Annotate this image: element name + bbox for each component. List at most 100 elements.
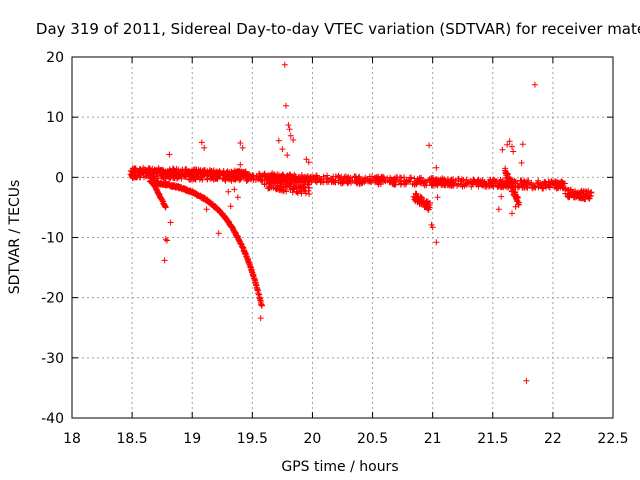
data-point bbox=[504, 171, 511, 178]
data-point bbox=[473, 181, 480, 187]
outlier-point bbox=[227, 203, 234, 210]
data-point bbox=[411, 180, 418, 187]
data-point bbox=[294, 190, 301, 197]
data-points bbox=[127, 61, 595, 384]
outlier-point bbox=[279, 146, 286, 153]
outlier-point bbox=[161, 257, 168, 264]
data-point bbox=[301, 187, 308, 194]
outlier-point bbox=[504, 141, 511, 148]
data-point bbox=[545, 183, 552, 190]
data-point bbox=[401, 181, 408, 188]
y-tick-label: 20 bbox=[46, 50, 64, 66]
outlier-point bbox=[287, 132, 294, 139]
data-point bbox=[259, 302, 265, 309]
data-point bbox=[199, 167, 206, 174]
axis-ticks: 18 18.5 19 19.5 20 20.5 21 21.5 22 22.5 -40 -30 -20 -… bbox=[41, 50, 628, 447]
data-point bbox=[509, 184, 516, 191]
data-point bbox=[555, 179, 562, 186]
y-tick-label: -10 bbox=[41, 231, 64, 247]
data-point bbox=[265, 172, 272, 179]
data-point bbox=[306, 191, 313, 197]
outlier-point bbox=[225, 188, 232, 195]
data-point bbox=[172, 171, 179, 178]
outlier-point bbox=[506, 138, 513, 145]
data-point bbox=[498, 182, 505, 189]
data-point bbox=[444, 176, 451, 183]
outlier-point bbox=[531, 81, 538, 88]
outlier-point bbox=[237, 140, 244, 146]
data-point bbox=[206, 170, 213, 177]
outlier-point bbox=[434, 194, 441, 201]
data-point bbox=[229, 171, 236, 178]
data-point bbox=[201, 171, 208, 178]
chart-title: Day 319 of 2011, Sidereal Day-to-day VTE… bbox=[36, 20, 640, 38]
data-point bbox=[428, 182, 435, 189]
data-point bbox=[277, 174, 283, 181]
data-point bbox=[423, 202, 430, 209]
data-point bbox=[522, 181, 528, 188]
data-point bbox=[332, 173, 339, 180]
data-point bbox=[462, 180, 469, 187]
outlier-point bbox=[290, 137, 297, 143]
data-point bbox=[542, 179, 549, 186]
data-point bbox=[416, 198, 423, 205]
data-point bbox=[463, 176, 470, 183]
data-point bbox=[247, 172, 254, 179]
data-point bbox=[336, 174, 343, 181]
data-point bbox=[415, 178, 422, 185]
x-tick-label: 19.5 bbox=[237, 431, 268, 447]
outlier-point bbox=[305, 159, 312, 166]
data-point bbox=[416, 175, 423, 182]
outlier-point bbox=[257, 315, 264, 322]
data-point bbox=[279, 183, 286, 190]
data-point bbox=[502, 167, 508, 174]
data-point bbox=[455, 176, 462, 182]
data-point bbox=[425, 206, 432, 213]
data-point bbox=[186, 176, 193, 183]
data-point bbox=[320, 179, 327, 186]
data-point bbox=[564, 193, 571, 200]
outlier-point bbox=[518, 159, 525, 166]
outlier-point bbox=[239, 144, 246, 151]
data-point bbox=[568, 192, 575, 199]
data-point bbox=[417, 179, 424, 185]
data-point bbox=[379, 178, 386, 185]
data-point bbox=[320, 173, 327, 180]
data-point bbox=[209, 171, 215, 178]
data-point bbox=[136, 166, 143, 172]
data-point bbox=[263, 180, 270, 187]
y-tick-label: -20 bbox=[41, 291, 64, 307]
x-tick-label: 18.5 bbox=[117, 431, 148, 447]
data-point bbox=[565, 187, 572, 194]
data-point bbox=[166, 169, 173, 176]
data-point bbox=[562, 185, 569, 192]
data-point bbox=[325, 178, 332, 185]
data-point bbox=[486, 180, 493, 187]
data-point bbox=[583, 192, 590, 199]
data-point bbox=[370, 177, 377, 184]
data-point bbox=[506, 179, 513, 186]
outlier-point bbox=[231, 186, 238, 193]
data-point bbox=[375, 173, 382, 180]
data-point bbox=[411, 196, 418, 203]
data-point bbox=[298, 178, 305, 185]
outlier-point bbox=[164, 237, 170, 244]
outlier-point bbox=[215, 230, 222, 237]
x-tick-label: 19 bbox=[183, 431, 201, 447]
outlier-point bbox=[495, 206, 502, 213]
data-point bbox=[481, 179, 488, 185]
data-point bbox=[442, 180, 449, 187]
outlier-point bbox=[426, 142, 433, 149]
x-tick-label: 20 bbox=[304, 431, 322, 447]
data-point bbox=[359, 178, 366, 185]
data-point bbox=[277, 187, 284, 194]
outlier-point bbox=[167, 219, 174, 226]
x-tick-label: 21 bbox=[424, 431, 442, 447]
data-point bbox=[501, 180, 508, 187]
data-point bbox=[535, 177, 542, 184]
data-point bbox=[520, 184, 526, 191]
x-tick-label: 21.5 bbox=[477, 431, 508, 447]
outlier-point bbox=[510, 148, 517, 155]
